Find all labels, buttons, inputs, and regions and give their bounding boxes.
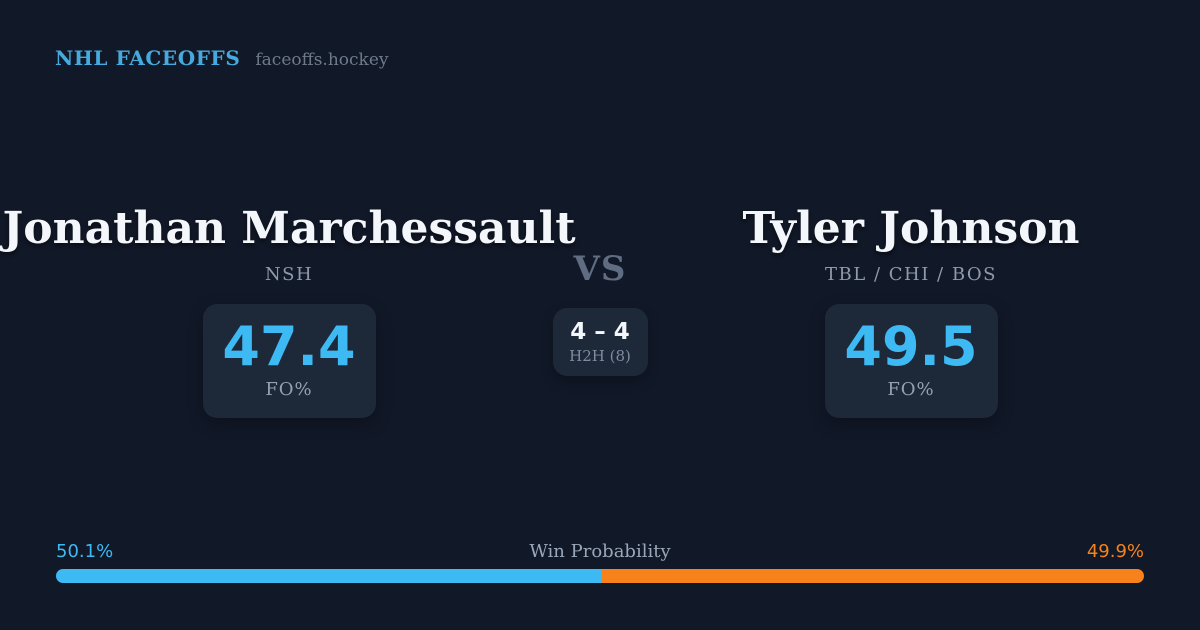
player-right-fo-label: FO% bbox=[887, 379, 935, 400]
player-right-fo-pct: 49.5 bbox=[844, 315, 978, 378]
versus-section: VS 4 – 4 H2H (8) bbox=[500, 249, 700, 376]
win-probability-bar-right bbox=[601, 569, 1144, 583]
win-probability-bar bbox=[56, 569, 1144, 583]
header: NHL FACEOFFS faceoffs.hockey bbox=[55, 46, 389, 70]
player-right-stat-card: 49.5 FO% bbox=[824, 304, 998, 418]
vs-label: VS bbox=[573, 249, 627, 289]
player-left-teams: NSH bbox=[264, 264, 314, 285]
player-right-section: Tyler Johnson TBL / CHI / BOS 49.5 FO% bbox=[622, 203, 1200, 418]
player-left-fo-label: FO% bbox=[265, 379, 313, 400]
win-probability-right-pct: 49.9% bbox=[1086, 541, 1144, 562]
win-probability-labels: 50.1% Win Probability 49.9% bbox=[56, 540, 1144, 564]
win-probability-left-pct: 50.1% bbox=[56, 541, 114, 562]
win-probability-section: 50.1% Win Probability 49.9% bbox=[56, 540, 1144, 583]
brand-title: NHL FACEOFFS bbox=[55, 46, 241, 70]
h2h-label: H2H (8) bbox=[569, 347, 631, 365]
h2h-score: 4 – 4 bbox=[570, 319, 630, 345]
player-right-teams: TBL / CHI / BOS bbox=[825, 264, 997, 285]
player-right-name: Tyler Johnson bbox=[742, 203, 1080, 254]
player-left-section: Jonathan Marchessault NSH 47.4 FO% bbox=[0, 203, 578, 418]
h2h-card: 4 – 4 H2H (8) bbox=[552, 308, 648, 376]
win-probability-title: Win Probability bbox=[529, 541, 671, 562]
player-left-name: Jonathan Marchessault bbox=[2, 203, 576, 254]
win-probability-bar-left bbox=[56, 569, 602, 583]
player-left-stat-card: 47.4 FO% bbox=[202, 304, 376, 418]
player-left-fo-pct: 47.4 bbox=[222, 315, 356, 378]
site-domain: faceoffs.hockey bbox=[255, 50, 389, 70]
